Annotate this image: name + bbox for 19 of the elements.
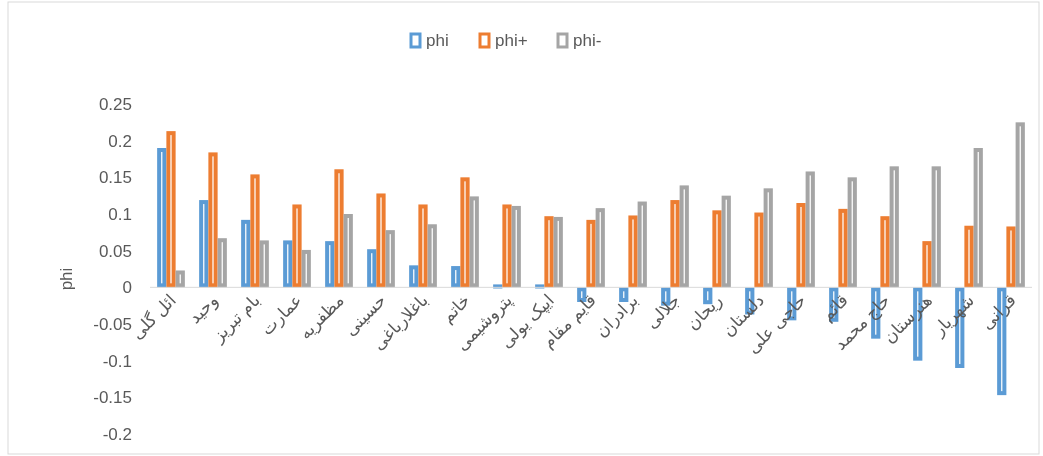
y-tick-label: -0.15 — [93, 388, 132, 408]
y-tick-label: -0.1 — [102, 351, 132, 371]
legend-label: phi — [426, 31, 449, 50]
y-tick-label: 0.05 — [98, 241, 132, 261]
y-tick-label: 0.2 — [108, 131, 132, 151]
x-tick-label: جلالی — [642, 290, 684, 333]
y-tick-label: 0.15 — [98, 168, 132, 188]
y-tick-label: 0.25 — [98, 95, 132, 114]
x-tick-label: قرانی — [977, 290, 1020, 334]
x-tick-label: قائم — [817, 290, 853, 326]
y-tick-label: -0.2 — [102, 425, 132, 444]
y-tick-label: 0.1 — [108, 205, 132, 224]
x-tick-label: وحید — [185, 290, 222, 328]
y-tick-label: 0 — [122, 278, 132, 298]
legend-label: phi+ — [495, 31, 528, 50]
x-tick-label: ریحان — [682, 290, 726, 334]
y-tick-label: -0.05 — [93, 315, 132, 334]
legend-label: phi- — [573, 31, 602, 50]
y-axis-title: phi — [57, 267, 76, 291]
